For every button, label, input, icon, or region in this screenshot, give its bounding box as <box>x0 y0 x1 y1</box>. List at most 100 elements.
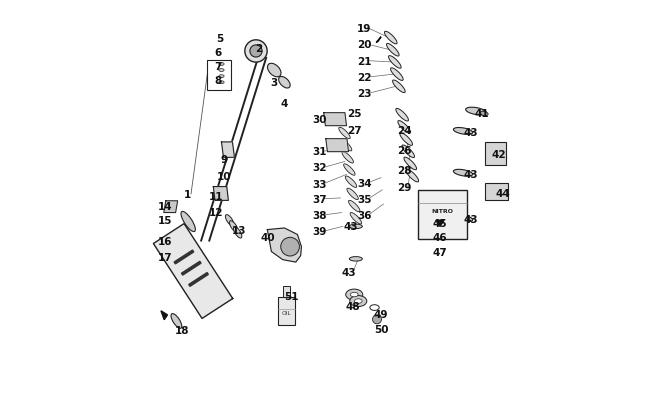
Text: 27: 27 <box>347 126 361 135</box>
Text: 40: 40 <box>261 232 276 242</box>
Ellipse shape <box>181 212 196 232</box>
Text: 43: 43 <box>463 170 478 180</box>
Text: 9: 9 <box>221 155 228 165</box>
Ellipse shape <box>454 215 473 222</box>
Ellipse shape <box>406 170 419 183</box>
Text: 22: 22 <box>357 73 372 83</box>
Ellipse shape <box>226 215 234 226</box>
Text: 12: 12 <box>209 208 224 217</box>
Ellipse shape <box>347 189 358 200</box>
Text: 35: 35 <box>358 194 372 204</box>
Polygon shape <box>161 311 168 320</box>
Text: 13: 13 <box>231 226 246 236</box>
Text: 45: 45 <box>433 219 447 228</box>
Ellipse shape <box>279 77 290 89</box>
Ellipse shape <box>480 112 488 116</box>
Text: 18: 18 <box>175 325 189 335</box>
Ellipse shape <box>396 109 408 122</box>
Text: 7: 7 <box>214 62 222 72</box>
Text: 33: 33 <box>313 179 327 189</box>
Text: 43: 43 <box>463 128 478 138</box>
Circle shape <box>372 315 382 324</box>
Ellipse shape <box>454 128 473 135</box>
Text: 2: 2 <box>255 44 263 53</box>
Bar <box>486 184 508 201</box>
Ellipse shape <box>350 292 358 297</box>
Text: 41: 41 <box>474 109 489 118</box>
Text: 51: 51 <box>285 292 299 301</box>
Bar <box>419 190 467 239</box>
Ellipse shape <box>349 257 362 262</box>
Text: 28: 28 <box>397 166 411 176</box>
Polygon shape <box>153 224 233 319</box>
Text: 43: 43 <box>343 221 358 231</box>
Ellipse shape <box>350 296 367 307</box>
Ellipse shape <box>233 227 242 239</box>
Ellipse shape <box>454 170 473 177</box>
Ellipse shape <box>391 68 403 81</box>
Text: 21: 21 <box>357 57 372 66</box>
Ellipse shape <box>229 221 238 232</box>
Ellipse shape <box>344 164 355 176</box>
Text: OIL: OIL <box>281 311 291 315</box>
Text: 46: 46 <box>433 233 447 243</box>
Text: 50: 50 <box>374 324 388 334</box>
Ellipse shape <box>393 81 405 94</box>
Text: 44: 44 <box>495 189 510 198</box>
Text: 5: 5 <box>216 34 223 43</box>
Text: 43: 43 <box>341 267 356 277</box>
Ellipse shape <box>268 64 281 78</box>
Text: 17: 17 <box>157 252 172 262</box>
Ellipse shape <box>370 305 379 311</box>
Bar <box>278 298 295 325</box>
Text: 29: 29 <box>397 182 411 192</box>
Ellipse shape <box>346 289 363 301</box>
Text: 30: 30 <box>313 115 327 124</box>
Ellipse shape <box>171 314 182 328</box>
Text: 49: 49 <box>374 309 388 319</box>
Ellipse shape <box>341 140 352 151</box>
Text: 34: 34 <box>358 178 372 188</box>
Text: 11: 11 <box>209 192 224 201</box>
Polygon shape <box>267 228 302 262</box>
Ellipse shape <box>348 201 360 212</box>
Text: 36: 36 <box>358 211 372 220</box>
Polygon shape <box>188 273 208 287</box>
Ellipse shape <box>350 213 361 224</box>
Ellipse shape <box>345 177 357 188</box>
Polygon shape <box>326 139 348 152</box>
Text: 1: 1 <box>184 190 191 199</box>
Bar <box>207 61 231 91</box>
Text: 16: 16 <box>157 236 172 246</box>
Ellipse shape <box>400 133 413 146</box>
Ellipse shape <box>384 32 397 45</box>
Ellipse shape <box>250 46 262 58</box>
Text: 32: 32 <box>313 163 327 173</box>
Bar <box>283 287 290 298</box>
Polygon shape <box>324 113 346 126</box>
Polygon shape <box>436 221 444 227</box>
Ellipse shape <box>219 70 224 72</box>
Text: 38: 38 <box>313 211 327 220</box>
Text: 25: 25 <box>347 109 361 119</box>
Polygon shape <box>376 38 381 43</box>
Ellipse shape <box>245 40 267 63</box>
Text: 4: 4 <box>281 98 288 108</box>
Text: 6: 6 <box>214 48 222 58</box>
Text: 20: 20 <box>357 40 372 50</box>
Text: 48: 48 <box>345 301 360 311</box>
Text: 26: 26 <box>397 146 411 156</box>
Text: 8: 8 <box>214 76 222 86</box>
Circle shape <box>281 238 300 256</box>
Text: 39: 39 <box>313 227 327 237</box>
Polygon shape <box>181 262 201 275</box>
Ellipse shape <box>219 82 224 85</box>
Text: 37: 37 <box>313 194 327 204</box>
Text: NITRO: NITRO <box>432 208 454 213</box>
Ellipse shape <box>389 56 401 69</box>
Ellipse shape <box>402 145 415 158</box>
Polygon shape <box>164 201 177 213</box>
Ellipse shape <box>219 75 224 78</box>
Bar <box>486 143 506 166</box>
Text: 10: 10 <box>217 171 231 181</box>
